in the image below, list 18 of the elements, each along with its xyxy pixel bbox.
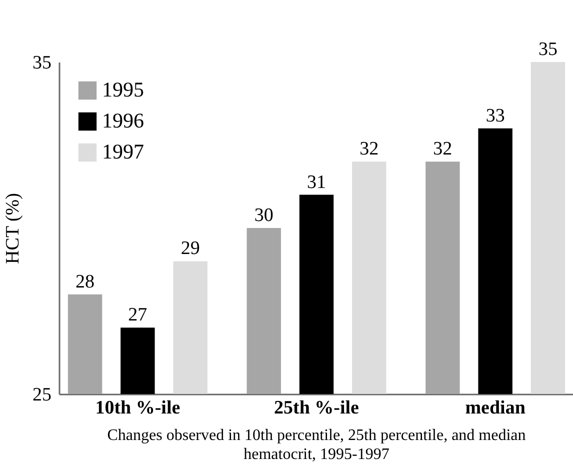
data-label: 28	[76, 271, 95, 292]
x-tick-label: 25th %-ile	[274, 398, 359, 418]
text: Changes observed in 10th percentile, 25th percentile, and median hematocrit, 1995-1997	[107, 427, 526, 463]
data-label: 29	[180, 238, 200, 260]
x-tick-label: 10th %-ile	[95, 398, 180, 418]
y-tick-label: 25	[32, 384, 52, 406]
x-tick-label: median	[465, 398, 526, 418]
data-label: 32	[360, 138, 379, 160]
data-label: 35	[538, 39, 558, 60]
legend-label: 1995	[102, 78, 144, 102]
data-label: 33	[486, 105, 505, 126]
data-label: 32	[433, 138, 452, 160]
legend-label: 1997	[102, 140, 144, 164]
data-label: 30	[254, 205, 274, 226]
data-label: 27	[128, 304, 148, 326]
y-axis-title: HCT (%)	[2, 193, 24, 264]
legend-label: 1996	[102, 108, 144, 132]
data-label: 31	[307, 172, 326, 193]
